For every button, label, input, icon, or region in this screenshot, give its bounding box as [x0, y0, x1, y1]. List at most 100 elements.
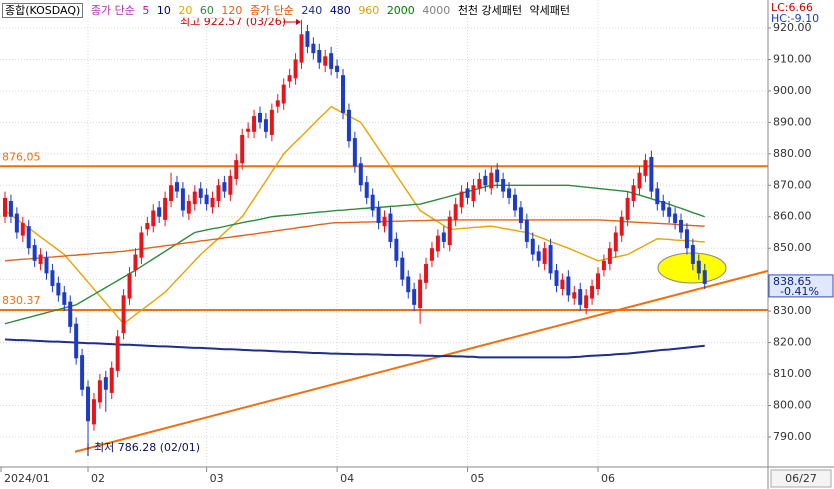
candle-body	[465, 188, 470, 198]
y-tick-label: 910.00	[773, 52, 812, 65]
x-tick-label: 02	[91, 472, 105, 485]
candle-body	[234, 160, 239, 179]
candle-body	[684, 229, 689, 249]
candle-body	[418, 279, 423, 308]
candle-body	[477, 178, 482, 189]
x-tick-label: 04	[340, 472, 354, 485]
candle-body	[607, 248, 612, 264]
horizontal-line-label: 830.37	[2, 294, 41, 307]
candle-body	[329, 53, 334, 69]
candle-body	[364, 182, 369, 198]
y-tick-label: 870.00	[773, 178, 812, 191]
candle-body	[631, 185, 636, 202]
x-tick-label: 03	[210, 472, 224, 485]
candles	[3, 19, 707, 449]
candle-body	[507, 188, 512, 198]
legend-item: 2000	[386, 4, 415, 17]
candle-body	[601, 260, 606, 271]
low-annotation: 최저 786.28 (02/01)	[94, 441, 200, 454]
candle-body	[400, 257, 405, 280]
candle-body	[80, 355, 85, 390]
candle-body	[548, 245, 553, 274]
candle-body	[661, 201, 666, 211]
legend-item: 4000	[422, 4, 451, 17]
y-tick-label: 880.00	[773, 147, 812, 160]
legend-item: 960	[358, 4, 380, 17]
candle-body	[619, 216, 624, 236]
candle-body	[483, 175, 488, 186]
candle-body	[186, 201, 191, 214]
candle-body	[62, 292, 67, 305]
candle-body	[20, 223, 25, 236]
candle-body	[429, 248, 434, 261]
candle-body	[97, 380, 102, 403]
candle-body	[133, 254, 138, 271]
candle-body	[91, 399, 96, 425]
candle-body	[109, 367, 114, 393]
candle-body	[257, 112, 262, 123]
candle-body	[406, 276, 411, 293]
hc-label: HC:-9.10	[771, 12, 819, 25]
candle-body	[86, 386, 91, 422]
candle-body	[180, 188, 185, 211]
legend-item: 60	[199, 4, 214, 17]
candle-body	[524, 219, 529, 242]
moving-average-line	[4, 219, 705, 262]
current-price: 838.65	[773, 275, 812, 288]
candle-body	[489, 172, 494, 189]
candle-body	[14, 213, 19, 233]
price-box	[768, 274, 834, 298]
candle-body	[50, 270, 55, 286]
candle-body	[68, 301, 73, 327]
high-annotation: 최고 922.57 (03/26)	[180, 15, 286, 28]
candle-body	[305, 31, 310, 47]
candle-body	[121, 295, 126, 334]
candle-body	[3, 197, 7, 217]
candle-body	[275, 100, 280, 107]
moving-average-line	[4, 184, 705, 325]
legend: 종합(KOSDAQ) 종가 단순 5 10 20 60 120 종가 단순 24…	[2, 2, 575, 18]
legend-item: 20	[178, 4, 193, 17]
candle-body	[435, 235, 440, 252]
candle-body	[192, 191, 197, 205]
candle-body	[163, 197, 168, 220]
horizontal-line-label: 876,05	[2, 150, 41, 163]
candle-body	[459, 191, 464, 208]
chart-title: 종합(KOSDAQ)	[2, 3, 84, 18]
candle-body	[649, 156, 654, 192]
candle-body	[151, 210, 156, 227]
candle-body	[560, 279, 565, 290]
candle-body	[382, 216, 387, 227]
legend-item: 120	[221, 4, 243, 17]
candle-body	[376, 207, 381, 224]
candle-body	[139, 232, 144, 258]
last-date-box	[770, 469, 832, 488]
y-tick-label: 790.00	[773, 430, 812, 443]
y-tick-label: 890.00	[773, 115, 812, 128]
x-tick-label: 06	[601, 472, 615, 485]
high-arrowhead	[296, 19, 301, 25]
candle-body	[637, 172, 642, 189]
candle-body	[174, 182, 179, 192]
candle-body	[287, 75, 292, 82]
legend-pattern: 약세패턴	[529, 4, 571, 17]
candle-body	[169, 185, 174, 202]
candle-body	[210, 197, 215, 208]
candle-body	[26, 226, 31, 249]
candle-body	[584, 295, 589, 308]
candle-body	[358, 163, 363, 186]
candle-body	[44, 257, 49, 274]
candle-body	[578, 289, 583, 305]
candle-body	[412, 289, 417, 305]
candle-body	[643, 160, 648, 176]
candle-body	[471, 185, 476, 202]
trend-line	[74, 269, 769, 453]
candle-body	[596, 273, 600, 290]
candle-body	[145, 223, 150, 230]
legend-item: 480	[329, 4, 351, 17]
candle-body	[673, 213, 678, 224]
candle-body	[311, 43, 316, 54]
candle-body	[702, 270, 707, 284]
